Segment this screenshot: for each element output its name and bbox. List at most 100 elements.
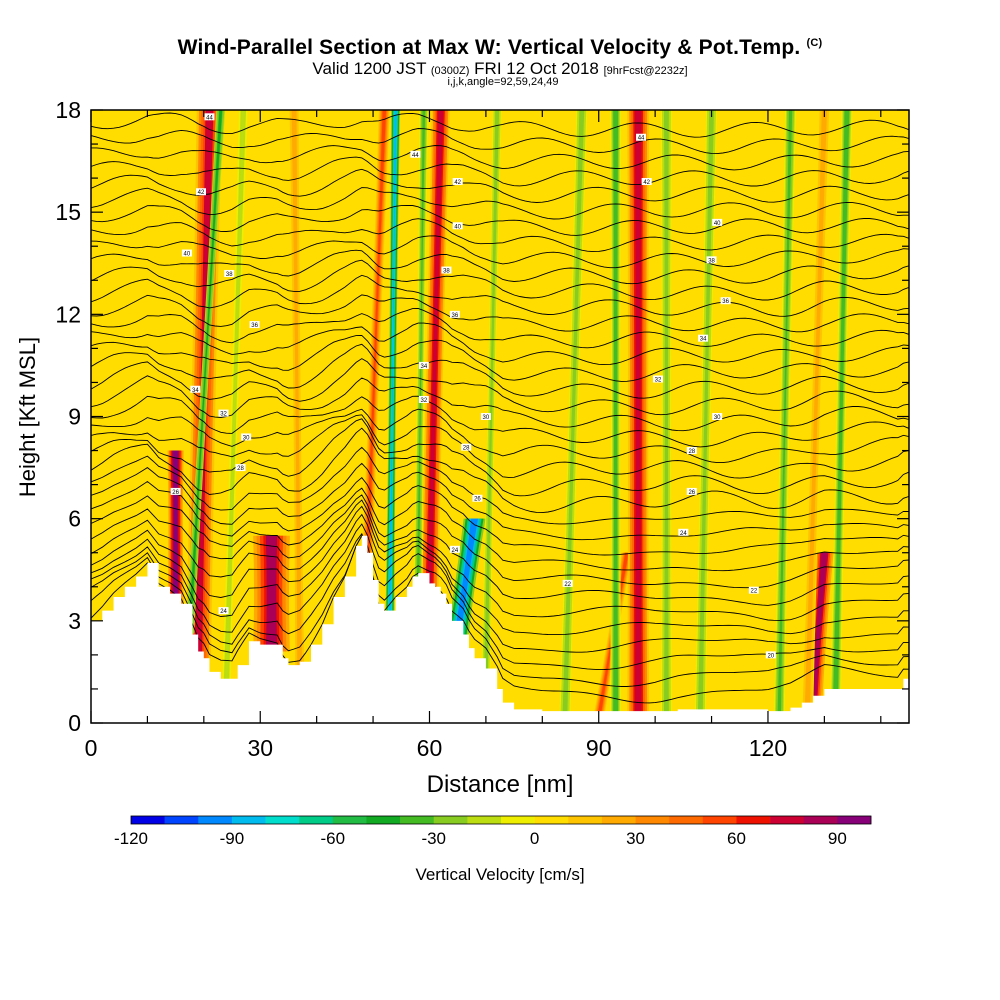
colorbar-swatch (198, 816, 233, 824)
colorbar-swatch (332, 816, 367, 824)
theta-contour (91, 418, 909, 497)
contour-label: 34 (420, 364, 427, 370)
contour-label-bg (686, 447, 697, 455)
x-tick-label: 90 (586, 735, 612, 761)
y-tick-label: 0 (68, 710, 81, 736)
contour-label: 28 (688, 449, 695, 455)
colorbar-tick-label: -60 (321, 829, 346, 848)
contour-label-bg (698, 334, 709, 342)
valid-time-line: Valid 1200 JST (0300Z) FRI 12 Oct 2018 [… (0, 59, 1000, 79)
contour-label-bg (472, 494, 483, 502)
colorbar-swatch (265, 816, 300, 824)
contour-label-bg (418, 395, 429, 403)
colorbar-tick-label: 60 (727, 829, 746, 848)
y-tick-label: 3 (68, 608, 81, 634)
contour-label-bg (652, 375, 663, 383)
band-level-4 (426, 110, 444, 591)
y-tick-label: 12 (55, 301, 81, 327)
contour-label: 44 (412, 153, 419, 159)
theta-contour (91, 513, 909, 636)
theta-contour (91, 427, 909, 514)
contour-label-bg (452, 178, 463, 186)
terrain-mask (91, 535, 909, 723)
contour-label: 28 (237, 466, 244, 472)
theta-contours (91, 112, 909, 704)
grid-indices: i,j,k,angle=92,59,24,49 (447, 76, 559, 88)
contour-label: 40 (714, 221, 721, 227)
band-level-4 (188, 110, 223, 634)
contour-label-bg (218, 409, 229, 417)
contour-label-bg (449, 310, 460, 318)
colorbar-tick-label: 90 (828, 829, 847, 848)
theta-contour (91, 128, 909, 155)
contour-label: 34 (700, 337, 707, 343)
theta-contour (91, 205, 909, 236)
contour-label-bg (562, 579, 573, 587)
downdraft-band-7 (610, 110, 622, 718)
valid-utc: (0300Z) (430, 65, 470, 77)
contour-label: 42 (198, 190, 205, 196)
contour-label: 20 (767, 653, 774, 659)
x-tick-label: 60 (417, 735, 443, 761)
colorbar-swatch (635, 816, 670, 824)
contour-label-bg (410, 150, 421, 158)
contour-label-bg (461, 443, 472, 451)
theta-contour (91, 294, 909, 333)
downdraft-band-6 (559, 110, 588, 718)
theta-contour (91, 156, 909, 187)
colorbar-swatch (601, 816, 636, 824)
updraft-band-5 (420, 110, 450, 591)
colorbar: -120 -90 -60 -30 0 30 60 90 Vertical Velocity [c… (114, 815, 872, 884)
band-level-4 (292, 110, 302, 669)
contour-label: 28 (463, 446, 470, 452)
updraft-band-4 (361, 110, 390, 560)
contour-label: 38 (708, 258, 715, 264)
contour-label-bg (452, 222, 463, 230)
colorbar-swatch (736, 816, 771, 824)
contour-label: 26 (688, 490, 695, 496)
theta-contour (91, 218, 909, 253)
theta-contour (91, 446, 909, 525)
contour-label-bg (241, 433, 252, 441)
contour-label: 26 (172, 490, 179, 496)
downdraft-band-3 (413, 110, 429, 580)
band-level-4 (416, 110, 426, 580)
contour-label-bg (641, 178, 652, 186)
band-level-4 (664, 110, 669, 718)
contour-label-bg (224, 269, 235, 277)
colorbar-swatch (534, 816, 569, 824)
colorbar-swatch (568, 816, 603, 824)
contour-label: 44 (638, 136, 645, 142)
contour-label-bg (235, 464, 246, 472)
contour-label: 38 (443, 269, 450, 275)
band-level-4 (634, 110, 642, 718)
contour-label-bg (190, 385, 201, 393)
band-level-4 (833, 110, 849, 696)
contour-label: 42 (454, 180, 461, 186)
theta-contour (91, 395, 909, 448)
downdraft-band-1 (221, 110, 248, 686)
colorbar-swatch (366, 816, 401, 824)
x-axis-label: Distance [nm] (427, 771, 574, 798)
band-level-4 (805, 110, 827, 706)
contour-label: 32 (220, 412, 227, 418)
chart-title-text: Wind-Parallel Section at Max W: Vertical… (177, 36, 801, 59)
colorbar-tick-label: 0 (530, 829, 539, 848)
contour-label-bg (418, 361, 429, 369)
contour-label: 26 (474, 497, 481, 503)
forecast-tag: [9hrFcst@2232z] (603, 65, 688, 77)
colorbar-swatch (164, 816, 199, 824)
colorbar-label: Vertical Velocity [cm/s] (415, 865, 584, 884)
colorbar-swatch (231, 816, 266, 824)
chart-title-block: Wind-Parallel Section at Max W: Vertical… (0, 36, 1000, 88)
theta-contour (91, 145, 909, 171)
contour-label-bg (196, 188, 207, 196)
contour-label-bg (706, 256, 717, 264)
theta-contour (91, 477, 909, 556)
theta-contour-labels: 44 42 40 38 36 34 32 30 28 26 24 44 42 40 38 36 34 32 30 28… (170, 113, 776, 659)
contour-label: 36 (452, 313, 459, 319)
colorbar-tick-label: -90 (220, 829, 245, 848)
y-tick-label: 15 (55, 199, 81, 225)
theta-contour (91, 168, 909, 203)
